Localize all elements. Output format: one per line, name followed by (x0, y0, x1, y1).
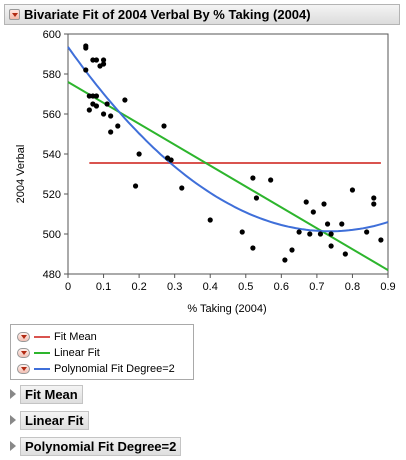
data-point (250, 175, 256, 181)
data-point (115, 123, 121, 129)
data-point (296, 229, 302, 235)
polynomial-fit-swatch (34, 367, 50, 370)
y-tick-label: 600 (43, 29, 61, 41)
data-point (161, 123, 167, 129)
data-point (93, 103, 100, 109)
scatter-chart: 0 0.1 0.2 0.3 0.4 0.5 0.6 0.7 0.8 0.9 480 500 520 54… (15, 29, 396, 315)
report-menu-icon[interactable] (9, 9, 20, 20)
expand-triangle-icon[interactable] (10, 441, 16, 451)
fit-lines (67, 46, 389, 271)
data-point (321, 201, 327, 207)
x-tick-label: 0.6 (274, 281, 289, 293)
legend-label: Polynomial Fit Degree=2 (54, 362, 175, 375)
plot-frame (67, 33, 389, 275)
data-point (90, 57, 96, 63)
y-tick-label: 580 (43, 69, 61, 81)
y-axis-label: 2004 Verbal (15, 145, 27, 204)
data-point (289, 247, 295, 253)
data-point (253, 195, 260, 201)
data-point (100, 111, 107, 117)
x-tick-label: 0.3 (167, 281, 182, 293)
y-tick-label: 560 (43, 109, 61, 121)
section-label: Linear Fit (20, 410, 89, 430)
y-axis-ticks: 480 500 520 540 560 580 600 (43, 29, 68, 281)
data-point (339, 221, 345, 227)
x-tick-label: 0 (65, 281, 71, 293)
data-point (310, 209, 316, 215)
data-point (100, 61, 107, 67)
data-point (83, 45, 89, 51)
data-point (371, 195, 377, 201)
y-tick-label: 520 (43, 189, 61, 201)
section-label: Fit Mean (20, 384, 83, 404)
plot-area (67, 33, 389, 275)
y-tick-label: 480 (43, 269, 61, 281)
data-point (303, 199, 309, 205)
data-point (307, 231, 313, 237)
report-title: Bivariate Fit of 2004 Verbal By % Taking… (24, 7, 311, 22)
section-polynomial-fit[interactable]: Polynomial Fit Degree=2 (10, 436, 182, 456)
x-tick-label: 0.9 (380, 281, 395, 293)
legend-item-fit-mean[interactable]: Fit Mean (17, 329, 97, 344)
data-point (364, 229, 370, 235)
data-point (250, 245, 256, 251)
data-point (168, 157, 174, 163)
data-point (136, 151, 142, 157)
legend-item-polynomial-fit[interactable]: Polynomial Fit Degree=2 (17, 361, 175, 376)
data-point (86, 93, 92, 99)
data-point (86, 107, 92, 113)
data-point (328, 243, 334, 249)
data-point (317, 231, 324, 237)
data-point (100, 57, 107, 63)
legend-label: Fit Mean (54, 330, 97, 343)
linear-fit-swatch (34, 351, 50, 354)
x-axis-label: % Taking (2004) (187, 303, 266, 315)
section-fit-mean[interactable]: Fit Mean (10, 384, 83, 404)
expand-triangle-icon[interactable] (10, 415, 16, 425)
data-point (207, 217, 213, 223)
report-title-bar: Bivariate Fit of 2004 Verbal By % Taking… (4, 4, 400, 25)
data-point (371, 201, 377, 207)
fit-mean-menu-icon[interactable] (17, 331, 30, 342)
data-point (324, 221, 331, 227)
data-point (378, 237, 384, 243)
data-point (328, 231, 334, 237)
x-tick-label: 0.8 (345, 281, 360, 293)
data-point (83, 67, 89, 73)
x-axis-ticks: 0 0.1 0.2 0.3 0.4 0.5 0.6 0.7 0.8 0.9 (65, 274, 396, 293)
polynomial-fit-curve (67, 46, 389, 233)
y-tick-label: 540 (43, 149, 61, 161)
data-points (83, 43, 384, 263)
legend-label: Linear Fit (54, 346, 100, 359)
x-tick-label: 0.1 (96, 281, 111, 293)
data-point (104, 101, 110, 107)
section-label: Polynomial Fit Degree=2 (20, 436, 182, 456)
x-tick-label: 0.2 (131, 281, 146, 293)
data-point (90, 93, 96, 99)
data-point (132, 183, 139, 189)
data-point (93, 57, 100, 63)
section-linear-fit[interactable]: Linear Fit (10, 410, 89, 430)
linear-fit-menu-icon[interactable] (17, 347, 30, 358)
data-point (282, 257, 288, 263)
data-point (239, 229, 245, 235)
data-point (108, 113, 114, 119)
data-point (108, 129, 114, 135)
data-point (122, 97, 128, 103)
polynomial-fit-menu-icon[interactable] (17, 363, 30, 374)
data-point (93, 93, 100, 99)
fit-legend: Fit Mean Linear Fit Polynomial Fit Degre… (10, 324, 194, 380)
data-point (342, 251, 348, 257)
y-tick-label: 500 (43, 229, 61, 241)
x-tick-label: 0.7 (309, 281, 324, 293)
x-tick-label: 0.4 (203, 281, 218, 293)
data-point (268, 177, 274, 183)
fit-mean-swatch (34, 335, 50, 338)
expand-triangle-icon[interactable] (10, 389, 16, 399)
x-tick-label: 0.5 (238, 281, 253, 293)
legend-item-linear-fit[interactable]: Linear Fit (17, 345, 100, 360)
data-point (349, 187, 356, 193)
data-point (179, 185, 185, 191)
